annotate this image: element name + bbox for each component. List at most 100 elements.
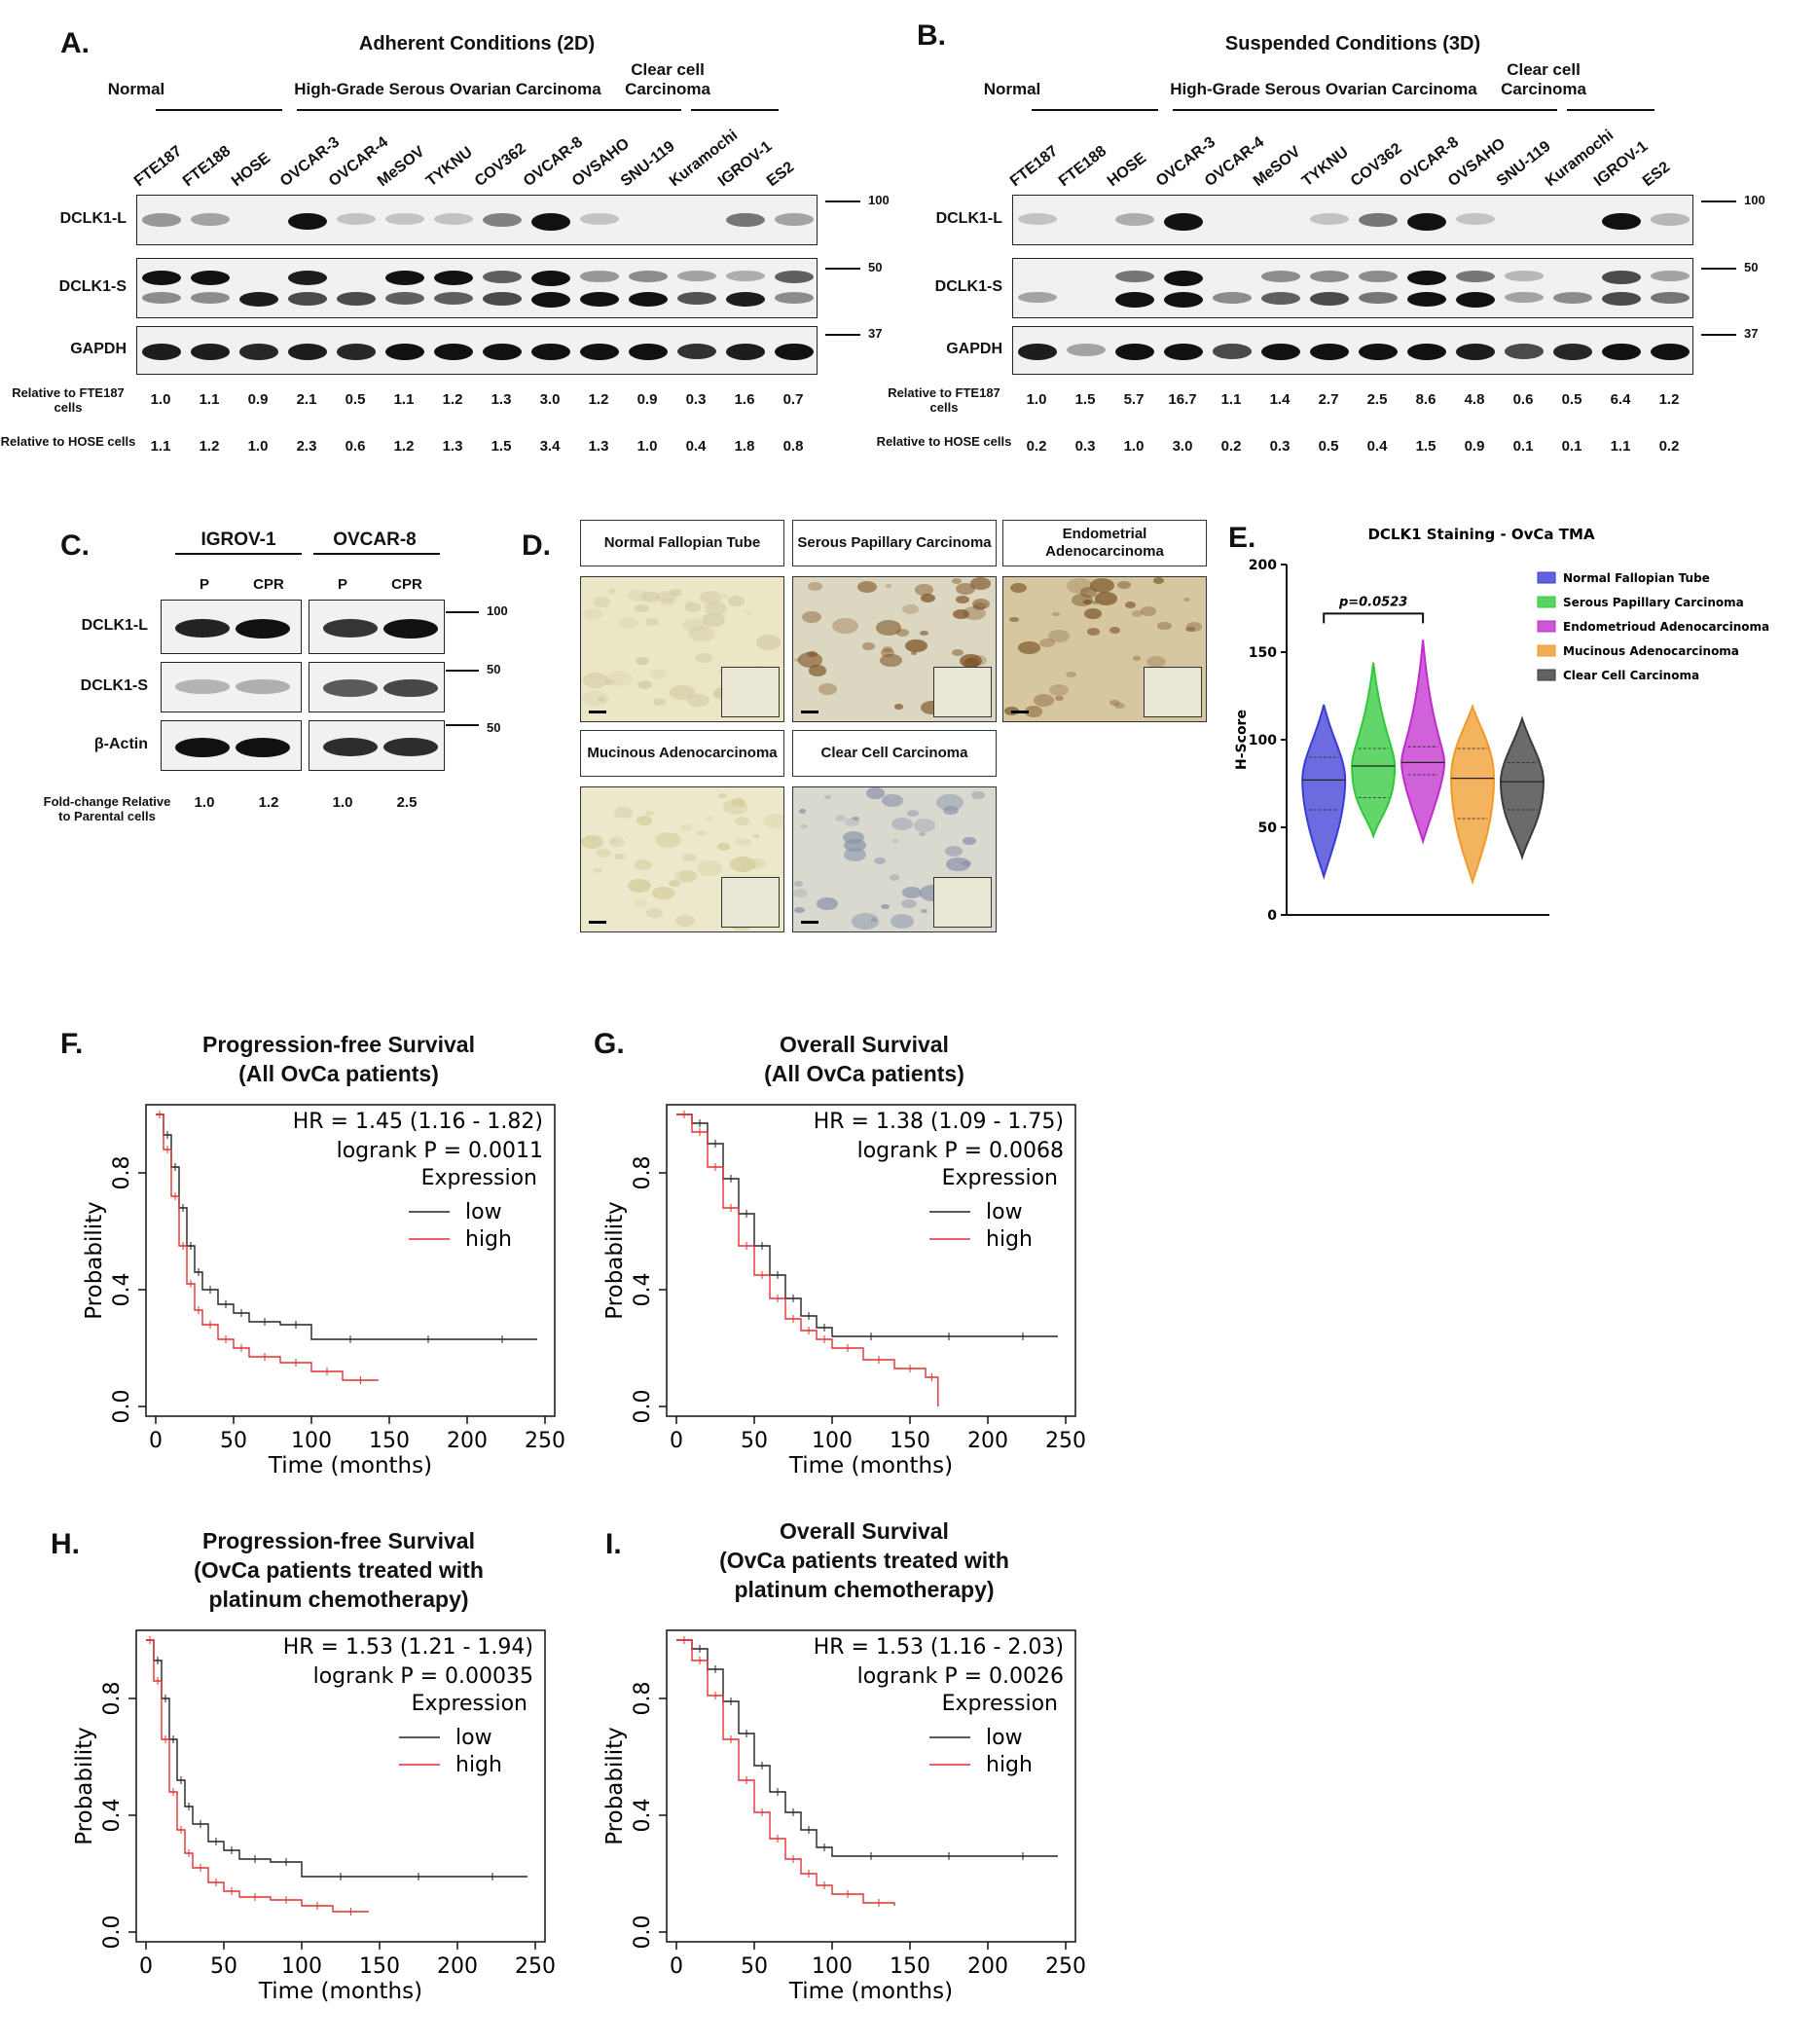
quant-value: 1.2 [1658, 391, 1680, 408]
tissue-texture [721, 594, 729, 599]
tissue-texture [971, 598, 991, 610]
protein-band [775, 344, 814, 361]
tissue-texture [1048, 684, 1069, 697]
tissue-texture [602, 678, 614, 686]
tissue-texture [581, 835, 604, 850]
tissue-texture [679, 870, 699, 882]
legend-title: Expression [942, 1692, 1058, 1716]
tissue-texture [818, 683, 838, 695]
km-chart: 0 50 100 150 200 250 0.0 0.4 0.8 Time (months) Pro… [72, 1629, 555, 2004]
protein-band [726, 213, 765, 228]
lane-label: TYKNU [422, 143, 476, 191]
y-tick-label: 0 [1267, 908, 1277, 924]
quant-value: 1.1 [1610, 438, 1631, 455]
ihc-tissue-image [580, 576, 784, 722]
protein-band [1651, 292, 1690, 305]
km-curve-high [676, 1113, 939, 1406]
plot-frame [666, 1629, 1076, 1943]
protein-band [531, 271, 570, 286]
quant-value: 2.7 [1318, 391, 1339, 408]
tissue-texture [688, 625, 715, 642]
tissue-texture [946, 857, 970, 872]
group-label: Clear cell Carcinoma [1501, 60, 1586, 98]
quant-value: 1.2 [442, 391, 463, 408]
y-tick-label: 150 [1249, 645, 1277, 661]
quant-value: 0.3 [685, 391, 707, 408]
quant-value: 0.8 [782, 438, 804, 455]
tissue-texture [613, 853, 626, 860]
protein-band [1651, 213, 1690, 226]
protein-band [1115, 213, 1154, 226]
blot-strip [161, 600, 302, 654]
logrank-p: logrank P = 0.0011 [337, 1139, 543, 1163]
tissue-texture [618, 616, 638, 629]
panel-a-letter: A. [60, 27, 90, 59]
mw-marker-line [446, 670, 479, 672]
protein-band [175, 738, 230, 757]
tissue-texture [905, 639, 927, 653]
protein-band [385, 213, 424, 226]
group-underline [1173, 109, 1557, 111]
tissue-texture [755, 635, 782, 650]
mw-marker-label: 37 [1744, 326, 1759, 341]
x-axis-label: Time (months) [268, 1453, 432, 1478]
tissue-texture [862, 641, 876, 650]
tissue-texture [866, 787, 886, 799]
tissue-texture [745, 610, 753, 616]
legend-swatch [1537, 571, 1556, 584]
legend-label-high: high [986, 1227, 1033, 1252]
quant-value: 3.0 [1172, 438, 1193, 455]
tissue-texture [706, 816, 714, 821]
protein-band [580, 292, 619, 308]
quant-value: 1.5 [1074, 391, 1096, 408]
violin-chart: DCLK1 Staining - OvCa TMA 0 50 100 150 200 H-S… [1234, 526, 1769, 924]
km-title-line: platinum chemotherapy) [734, 1577, 995, 1602]
protein-band [1505, 344, 1544, 359]
legend-label-low: low [986, 1200, 1023, 1224]
violin-shape [1499, 715, 1545, 861]
x-tick-label: 50 [220, 1429, 247, 1453]
tissue-texture [881, 793, 903, 808]
lane-label: FTE188 [1055, 142, 1110, 191]
legend-label-low: low [465, 1200, 502, 1224]
tissue-texture [921, 908, 928, 913]
protein-band [385, 344, 424, 361]
protein-band [337, 213, 376, 226]
tissue-texture [952, 609, 969, 620]
protein-band [323, 679, 378, 697]
y-tick-label: 0.0 [631, 1916, 655, 1950]
scale-bar [801, 711, 818, 713]
tissue-texture [685, 602, 701, 612]
protein-band [580, 271, 619, 282]
protein-band [775, 292, 814, 304]
legend-title: Expression [942, 1166, 1058, 1190]
tissue-texture [687, 693, 709, 708]
y-tick-label: 0.8 [631, 1156, 655, 1190]
blot-strip [136, 326, 818, 375]
tissue-texture [794, 881, 804, 887]
protein-band [1359, 271, 1398, 282]
plot-frame [145, 1104, 556, 1417]
tissue-texture [634, 859, 652, 870]
quant-value: 0.9 [636, 391, 658, 408]
tissue-texture [652, 697, 666, 706]
quant-value: 6.4 [1610, 391, 1631, 408]
group-underline [297, 109, 681, 111]
violin-shape [1450, 703, 1496, 886]
km-curve-high [676, 1639, 895, 1906]
tissue-texture [679, 823, 692, 831]
x-tick-label: 50 [741, 1954, 768, 1979]
quant-value: 2.5 [396, 794, 418, 811]
protein-band [239, 344, 278, 360]
violin-shape [1301, 704, 1347, 880]
lane-label: P [199, 576, 209, 593]
blot-strip [161, 720, 302, 771]
quant-value: 1.3 [588, 438, 609, 455]
panel-b-letter: B. [917, 19, 946, 52]
protein-band [1505, 271, 1544, 281]
protein-band [677, 292, 716, 306]
ihc-inset-core [1144, 667, 1202, 717]
tissue-texture [609, 837, 626, 848]
quant-label: Relative to HOSE cells [0, 434, 136, 449]
protein-band [434, 292, 473, 305]
